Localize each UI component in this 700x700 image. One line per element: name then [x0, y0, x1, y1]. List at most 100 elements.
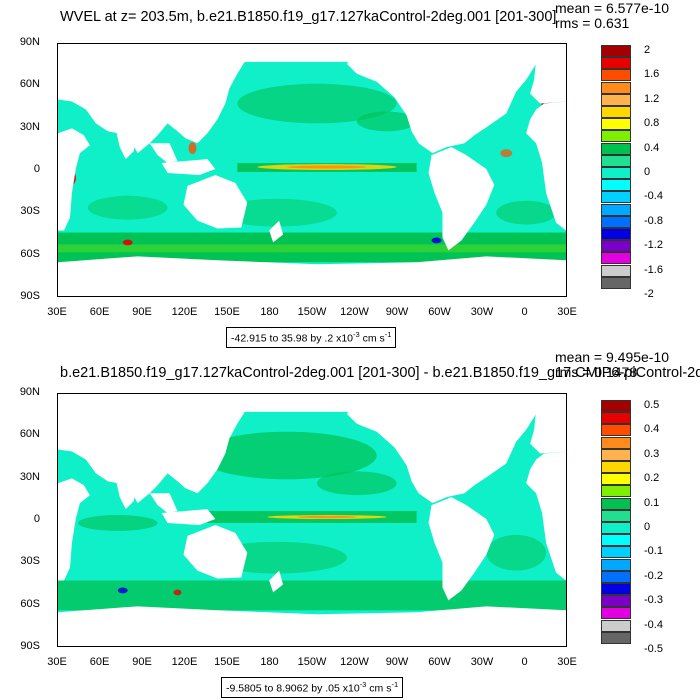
bottom-xtick-label: 120W	[340, 656, 369, 668]
top-land-australia	[183, 174, 248, 229]
top-colorbar-label: 1.6	[644, 68, 660, 81]
bottom-xtick-label: 60W	[428, 656, 451, 668]
top-land-antarctica	[58, 256, 566, 296]
bottom-xtick-label: 30E	[557, 656, 577, 668]
bottom-xtick-label: 180	[260, 656, 279, 668]
top-mean-label: mean = 6.577e-10	[555, 0, 670, 16]
bottom-map-title: b.e21.B1850.f19_g17.127kaControl-2deg.00…	[60, 365, 700, 381]
bottom-xtick-label: 90W	[385, 656, 409, 668]
bottom-ytick-label: 30S	[20, 555, 40, 568]
bottom-land-eurasia	[58, 394, 566, 504]
bottom-land-africa	[58, 478, 90, 581]
top-xtick-label: 60E	[89, 306, 110, 318]
bottom-colorbar-label: 0.4	[644, 423, 660, 436]
bottom-colorbar-label: -0.4	[644, 618, 663, 631]
top-ytick-label: 60N	[19, 78, 40, 91]
top-colorbar-swatch	[601, 45, 631, 57]
bottom-rms-label: rms = 0.1478	[555, 364, 638, 380]
top-field-patch	[356, 111, 417, 132]
top-colorbar-swatch	[601, 69, 631, 82]
top-colorbar-swatch	[601, 203, 631, 216]
top-field-patch	[496, 200, 557, 225]
bottom-colorbar-label: 0.3	[644, 447, 660, 460]
bottom-land-antarctica	[58, 606, 566, 646]
bottom-land-australia	[183, 524, 248, 579]
top-rms-label: rms = 0.631	[555, 15, 630, 31]
top-colorbar-label: -0.8	[644, 214, 663, 227]
top-xtick-label: 90E	[132, 306, 152, 318]
bottom-land-seasia	[149, 493, 178, 514]
bottom-colorbar-swatch	[601, 607, 631, 620]
bottom-land-africa_right	[526, 451, 566, 581]
bottom-xtick-label: 120E	[171, 656, 198, 668]
top-xtick-label: 120E	[171, 306, 198, 318]
top-field-patch	[500, 149, 513, 158]
top-colorbar-label: -1.2	[644, 239, 663, 252]
top-map-title: WVEL at z= 203.5m, b.e21.B1850.f19_g17.1…	[60, 9, 557, 25]
top-land-seasia	[149, 143, 178, 164]
bottom-colorbar-label: -0.5	[644, 643, 663, 655]
bottom-colorbar-swatch	[601, 534, 631, 547]
top-ytick-label: 0	[33, 163, 40, 175]
top-field-patch	[217, 198, 337, 227]
bottom-colorbar-swatch	[601, 473, 631, 486]
top-xtick-label: 120W	[340, 306, 369, 318]
bottom-colorbar-swatch	[601, 485, 631, 498]
top-field-patch	[87, 195, 168, 220]
top-colorbar-label: -1.6	[644, 263, 663, 276]
bottom-field-patch	[316, 471, 397, 496]
bottom-land-india	[115, 479, 138, 510]
top-range-unit-exponent: -1	[384, 330, 392, 339]
top-land-newzealand	[269, 220, 284, 243]
bottom-xtick-label: 60E	[89, 656, 110, 668]
bottom-colorbar-label: 0	[644, 521, 651, 533]
top-ytick-label: 30N	[19, 120, 40, 133]
top-xtick-label: 30E	[47, 306, 67, 318]
bottom-ytick-label: 0	[33, 513, 40, 525]
top-colorbar-swatch	[601, 179, 631, 192]
top-land-southamerica	[428, 147, 495, 251]
bottom-colorbar-label: -0.2	[644, 569, 663, 582]
bottom-field-patch	[117, 587, 128, 594]
top-colorbar-label: -0.4	[644, 190, 663, 203]
bottom-ytick-label: 90S	[20, 640, 40, 652]
bottom-colorbar-swatch	[601, 570, 631, 583]
bottom-colorbar-swatch	[601, 619, 631, 632]
top-ytick-label: 90N	[19, 36, 40, 48]
top-range-exponent: -3	[353, 330, 360, 339]
top-colorbar-swatch	[601, 191, 631, 204]
top-ytick-label: 90S	[20, 290, 40, 302]
bottom-ytick-label: 90N	[19, 386, 40, 398]
top-colorbar-label: 0.4	[644, 141, 660, 154]
top-colorbar-swatch	[601, 276, 631, 289]
bottom-range-unit: cm s	[366, 682, 392, 695]
top-map-svg	[58, 44, 566, 296]
bottom-colorbar-swatch	[601, 400, 631, 412]
bottom-map-panel: b.e21.B1850.f19_g17.127kaControl-2deg.00…	[0, 350, 700, 700]
top-colorbar-swatch	[601, 57, 631, 70]
top-xtick-label: 30W	[470, 306, 494, 318]
bottom-field-patch	[297, 515, 357, 519]
top-colorbar-swatch	[601, 142, 631, 155]
bottom-colorbar-label: 0.1	[644, 496, 660, 509]
top-land-europe_right	[530, 59, 566, 104]
top-colorbar-swatch	[601, 106, 631, 118]
bottom-xtick-label: 90E	[132, 656, 152, 668]
bottom-xtick-label: 30E	[47, 656, 67, 668]
top-land-africa	[58, 128, 90, 231]
top-xtick-label: 0	[521, 306, 528, 318]
bottom-colorbar-label: 0.2	[644, 472, 660, 485]
bottom-range-exponent: -3	[359, 680, 367, 689]
bottom-colorbar-label: -0.3	[644, 594, 663, 607]
top-colorbar-label: 0	[644, 166, 651, 178]
top-map-plot	[57, 43, 567, 297]
bottom-colorbar-swatch	[601, 583, 631, 595]
top-xtick-label: 180	[260, 306, 279, 318]
top-colorbar-label: 0.8	[644, 117, 660, 130]
bottom-xtick-label: 0	[521, 656, 528, 668]
bottom-land-indonesia	[161, 509, 216, 525]
top-ytick-label: 60S	[20, 247, 40, 260]
top-colorbar-label: -2	[644, 288, 654, 300]
bottom-contour-range-note: -9.5805 to 8.9062 by .05 x10-3 cm s-1	[221, 677, 404, 698]
top-land-eurasia	[58, 44, 566, 154]
